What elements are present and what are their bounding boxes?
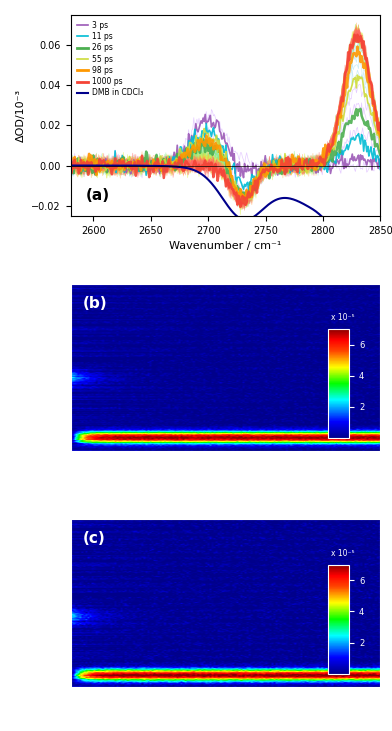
Text: (a): (a) (86, 188, 110, 202)
Text: x 10⁻⁵: x 10⁻⁵ (331, 549, 354, 558)
Text: (c): (c) (83, 531, 106, 546)
Text: x 10⁻⁵: x 10⁻⁵ (331, 314, 354, 322)
X-axis label: Time / ps: Time / ps (200, 477, 251, 487)
X-axis label: Time / ps: Time / ps (200, 713, 251, 722)
Text: (b): (b) (83, 295, 107, 311)
X-axis label: Wavenumber / cm⁻¹: Wavenumber / cm⁻¹ (169, 241, 281, 251)
Y-axis label: Wavenumber / cm⁻¹: Wavenumber / cm⁻¹ (20, 311, 31, 424)
Y-axis label: Wavenumber / cm⁻¹: Wavenumber / cm⁻¹ (20, 547, 31, 659)
Y-axis label: ΔOD/10⁻³: ΔOD/10⁻³ (16, 88, 25, 142)
Legend: 3 ps, 11 ps, 26 ps, 55 ps, 98 ps, 1000 ps, DMB in CDCl₃: 3 ps, 11 ps, 26 ps, 55 ps, 98 ps, 1000 p… (74, 18, 145, 99)
